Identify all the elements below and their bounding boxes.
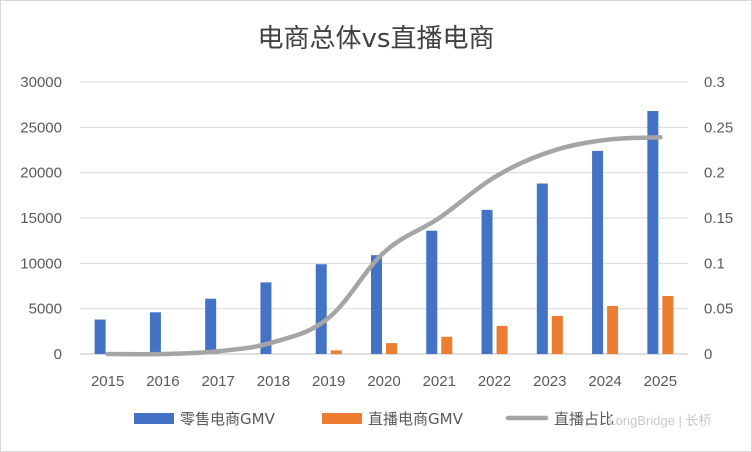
legend-retail-gmv-swatch	[134, 413, 174, 424]
bar-retail-gmv	[260, 282, 272, 354]
y-left-tick-label: 25000	[20, 119, 62, 136]
x-tick-label: 2018	[257, 373, 290, 390]
bar-retail-gmv	[371, 255, 382, 354]
bar-retail-gmv	[426, 230, 438, 354]
watermark: LongBridge | 长桥	[608, 413, 711, 428]
bar-live-gmv	[662, 295, 674, 354]
x-tick-label: 2023	[533, 373, 566, 390]
bar-live-gmv	[607, 305, 619, 354]
y-right-tick-label: 0.05	[704, 301, 733, 318]
x-tick-label: 2021	[423, 373, 456, 390]
bar-live-gmv	[441, 336, 453, 354]
y-left-tick-label: 20000	[20, 165, 62, 182]
y-left-tick-label: 0	[54, 346, 62, 363]
y-left-tick-label: 15000	[20, 210, 62, 227]
bar-live-gmv	[330, 350, 342, 354]
y-right-tick-label: 0	[704, 346, 712, 363]
bar-retail-gmv	[536, 183, 548, 354]
bar-live-gmv	[551, 315, 563, 354]
y-right-tick-label: 0.25	[704, 119, 733, 136]
legend-retail-gmv-label: 零售电商GMV	[180, 410, 276, 428]
legend-live-share-label: 直播占比	[554, 410, 614, 428]
bar-live-gmv	[496, 325, 508, 354]
bar-retail-gmv	[592, 150, 604, 354]
x-tick-label: 2015	[91, 373, 124, 390]
x-tick-label: 2025	[644, 373, 677, 390]
bar-retail-gmv	[205, 298, 217, 354]
line-live-share	[105, 135, 663, 357]
x-tick-label: 2019	[312, 373, 345, 390]
bar-retail-gmv	[149, 312, 161, 354]
legend: 零售电商GMV 直播电商GMV 直播占比	[134, 410, 614, 428]
x-tick-label: 2016	[146, 373, 179, 390]
y-right-tick-label: 0.2	[704, 165, 725, 182]
y-left-tick-label: 30000	[20, 74, 62, 91]
bar-retail-gmv	[315, 264, 327, 354]
x-tick-label: 2024	[588, 373, 621, 390]
bar-retail-gmv	[647, 111, 659, 354]
bar-retail-gmv	[481, 209, 493, 354]
y-right-tick-label: 0.15	[704, 210, 733, 227]
y-right-tick-label: 0.3	[704, 74, 725, 91]
chart-title: 电商总体vs直播电商	[258, 24, 495, 54]
legend-live-gmv-swatch	[322, 413, 362, 424]
legend-live-gmv-label: 直播电商GMV	[368, 410, 464, 428]
x-tick-label: 2022	[478, 373, 511, 390]
x-tick-label: 2020	[367, 373, 400, 390]
x-tick-label: 2017	[201, 373, 234, 390]
bar-retail-gmv	[94, 319, 106, 354]
y-right-tick-label: 0.1	[704, 255, 725, 272]
bar-live-gmv	[386, 343, 397, 354]
y-left-tick-label: 10000	[20, 255, 62, 272]
y-left-tick-label: 5000	[29, 301, 62, 318]
